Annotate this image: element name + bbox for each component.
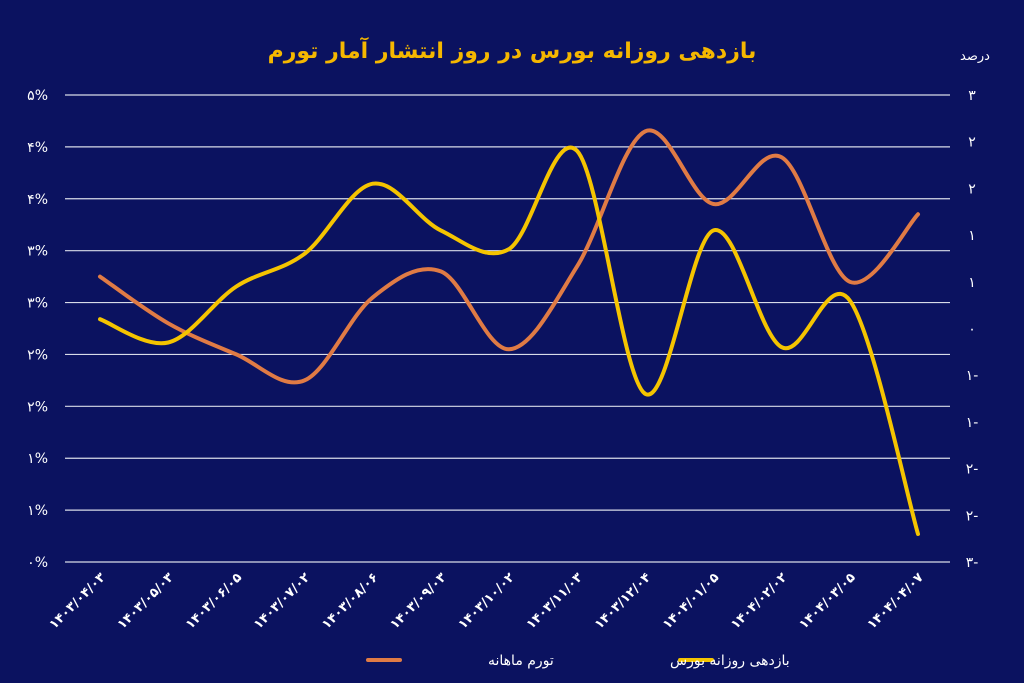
x-tick-label: ۱۴۰۴/۰۲/۰۲ (728, 570, 790, 632)
left-tick-label: ۱% (27, 451, 48, 467)
x-tick-label: ۱۴۰۳/۰۴/۰۳ (47, 570, 109, 632)
left-tick-label: ۱% (27, 503, 48, 519)
legend-label-monthly-inflation: تورم ماهانه (488, 653, 554, 669)
right-tick-label: ۲ (968, 181, 976, 197)
series-line-stock-return (98, 145, 920, 536)
series-line-monthly-inflation (98, 128, 920, 385)
left-tick-label: ۲% (27, 399, 48, 415)
left-tick-label: ۴% (27, 192, 48, 208)
right-axis-unit: درصد (960, 49, 990, 64)
right-axis-ticks: ۳- ۲- ۲- ۱- ۱- ۰ ۱ ۱ ۲ ۲ ۳ (966, 88, 979, 571)
right-tick-label: ۲- (966, 508, 979, 524)
gridlines (65, 94, 950, 563)
x-tick-label: ۱۴۰۴/۰۱/۰۵ (660, 570, 722, 632)
right-tick-label: ۲ (968, 135, 976, 151)
series-lines (98, 128, 920, 536)
legend-label-stock-return: بازدهی روزانه بورس (670, 653, 790, 669)
left-tick-label: ۳% (27, 244, 48, 260)
left-tick-label: ۳% (27, 296, 48, 312)
left-tick-label: ۲% (27, 347, 48, 363)
x-tick-label: ۱۴۰۳/۰۶/۰۵ (183, 570, 245, 632)
x-axis-ticks: ۱۴۰۳/۰۴/۰۳ ۱۴۰۳/۰۵/۰۳ ۱۴۰۳/۰۶/۰۵ ۱۴۰۳/۰۷/۰۲… (47, 570, 927, 632)
right-tick-label: ۳ (968, 88, 976, 104)
x-tick-label: ۱۴۰۳/۰۹/۰۳ (387, 570, 449, 632)
x-tick-label: ۱۴۰۳/۱۱/۰۳ (524, 570, 586, 632)
right-tick-label: ۳- (966, 555, 979, 571)
x-tick-label: ۱۴۰۳/۱۰/۰۲ (456, 570, 518, 632)
right-tick-label: ۱ (968, 228, 976, 244)
left-tick-label: ۴% (27, 140, 48, 156)
x-tick-label: ۱۴۰۳/۰۸/۰۶ (319, 570, 381, 632)
right-tick-label: ۲- (966, 462, 979, 478)
right-tick-label: ۱- (966, 368, 979, 384)
chart-title: بازدهی روزانه بورس در روز انتشار آمار تو… (268, 36, 757, 64)
left-tick-label: ۵% (27, 88, 48, 104)
right-tick-label: ۱- (966, 415, 979, 431)
right-tick-label: ۱ (968, 275, 976, 291)
x-tick-label: ۱۴۰۳/۰۵/۰۳ (115, 570, 177, 632)
x-tick-label: ۱۴۰۴/۰۳/۰۵ (796, 570, 858, 632)
x-tick-label: ۱۴۰۳/۰۷/۰۲ (251, 570, 313, 632)
right-tick-label: ۰ (968, 322, 976, 338)
legend: بازدهی روزانه بورس تورم ماهانه (366, 653, 790, 669)
left-axis-ticks: ۰% ۱% ۱% ۲% ۲% ۳% ۳% ۴% ۴% ۵% (27, 88, 48, 571)
left-tick-label: ۰% (27, 555, 48, 571)
x-tick-label: ۱۴۰۴/۰۴/۰۷ (865, 570, 927, 632)
x-tick-label: ۱۴۰۳/۱۲/۰۴ (592, 570, 654, 632)
